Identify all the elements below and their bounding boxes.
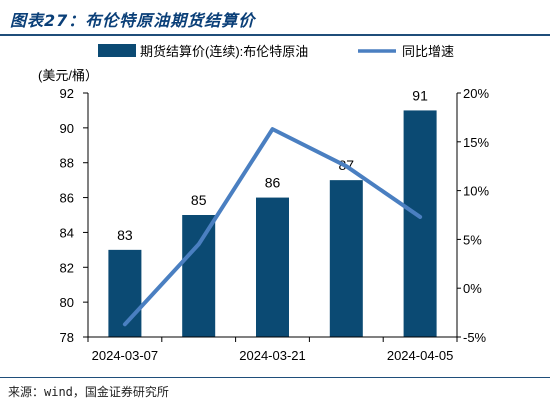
bar-2024-04-05 <box>403 110 437 337</box>
bar-data-label: 85 <box>191 192 207 208</box>
title-divider <box>0 34 550 36</box>
bar-2024-03-14 <box>182 215 216 337</box>
y-axis-right: -5% 0% 5% 10% 15% 20% <box>457 86 489 345</box>
figure-title: 图表27：布伦特原油期货结算价 <box>10 11 256 30</box>
y-left-tick-label: 84 <box>60 225 74 240</box>
y-left-tick-label: 82 <box>60 260 74 275</box>
y-axis-left: 78 80 82 84 86 88 90 92 <box>60 86 88 345</box>
bar-data-label: 91 <box>412 87 428 103</box>
x-tick-label: 2024-03-21 <box>239 348 306 363</box>
x-axis-ticks: 2024-03-07 2024-03-21 2024-04-05 <box>87 337 458 363</box>
legend-label-line: 同比增速 <box>402 44 454 59</box>
y-right-tick-label: 20% <box>463 86 489 101</box>
growth-line-series <box>122 127 423 327</box>
y-right-tick-label: 5% <box>463 232 482 247</box>
bar-2024-03-28 <box>329 180 363 337</box>
x-tick-label: 2024-03-07 <box>92 348 159 363</box>
footer-divider <box>0 377 550 378</box>
bar-data-label: 86 <box>265 175 281 191</box>
bar-data-label: 83 <box>117 227 133 243</box>
y-left-tick-label: 78 <box>60 330 74 345</box>
y-right-tick-label: 15% <box>463 135 489 150</box>
legend: 期货结算价(连续):布伦特原油 同比增速 <box>98 44 454 59</box>
x-tick-label: 2024-04-05 <box>387 348 454 363</box>
legend-label-bar: 期货结算价(连续):布伦特原油 <box>140 44 308 59</box>
y-left-tick-label: 90 <box>60 121 74 136</box>
y-right-tick-label: -5% <box>463 330 487 345</box>
y-left-tick-label: 92 <box>60 86 74 101</box>
y-left-tick-label: 88 <box>60 156 74 171</box>
legend-swatch-bar <box>98 44 136 57</box>
y-left-tick-label: 80 <box>60 295 74 310</box>
y-right-tick-label: 10% <box>463 184 489 199</box>
y-axis-unit: (美元/桶） <box>38 68 98 83</box>
bar-2024-03-21 <box>256 197 289 337</box>
chart: 期货结算价(连续):布伦特原油 同比增速 (美元/桶） 78 80 82 84 86 88… <box>38 44 489 363</box>
bar-series <box>108 110 437 337</box>
y-right-tick-label: 0% <box>463 281 482 296</box>
y-left-tick-label: 86 <box>60 191 74 206</box>
source-note: 来源：wind，国金证券研究所 <box>8 385 169 399</box>
